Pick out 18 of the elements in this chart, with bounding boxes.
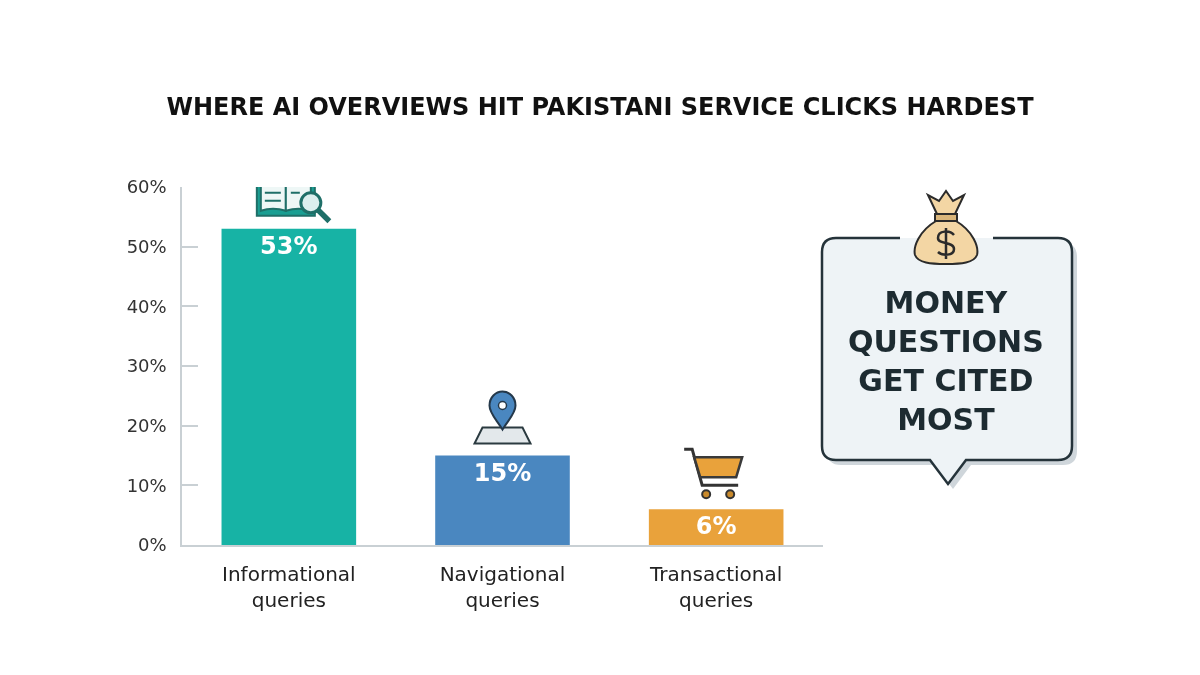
y-tick-label: 0%	[138, 534, 167, 556]
y-tick-label: 50%	[126, 235, 167, 257]
bar	[435, 455, 570, 545]
x-tick-label: Navigational queries	[439, 561, 566, 612]
y-tick-label: 10%	[126, 474, 167, 496]
x-tick-label: Informational queries	[222, 561, 356, 612]
data-label: 15%	[473, 458, 532, 487]
bar	[221, 228, 357, 545]
bar	[648, 509, 784, 545]
text: MONEY QUESTIONS GET CITED MOST	[848, 285, 1044, 437]
y-tick-label: 60%	[126, 176, 167, 198]
chart-title: WHERE AI OVERVIEWS HIT PAKISTANI SERVICE CLICKS HARDEST	[166, 93, 1035, 122]
y-tick-label: 20%	[126, 414, 167, 436]
x-tick-label: Transactional queries	[649, 561, 783, 612]
y-tick-label: 40%	[126, 295, 167, 317]
y-tick-label: 30%	[126, 355, 167, 377]
data-label: 53%	[260, 231, 318, 260]
data-label: 6%	[695, 512, 737, 541]
